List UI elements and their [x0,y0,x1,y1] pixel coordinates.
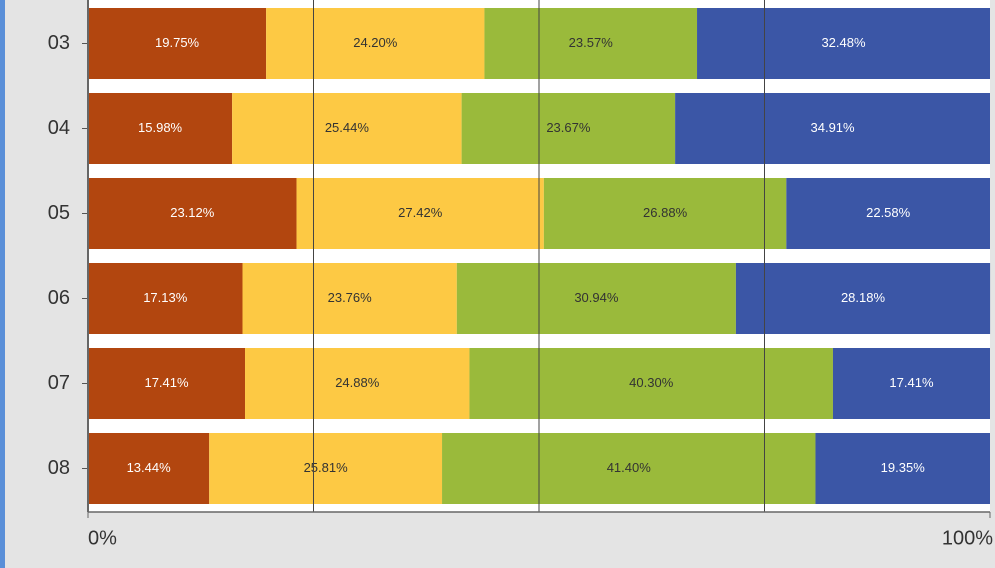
bar-segment [815,433,990,504]
value-label: 23.67% [546,120,591,135]
bar-segment [88,263,243,334]
value-label: 32.48% [821,35,866,50]
value-label: 23.76% [328,290,373,305]
bar-segment [543,178,787,249]
bar-segment [675,93,990,164]
value-label: 17.41% [144,375,189,390]
value-label: 17.41% [889,375,934,390]
bar-segment [232,93,462,164]
value-label: 15.98% [138,120,183,135]
bar-segment [832,348,990,419]
bar-segment [88,433,210,504]
bar-segment [735,263,991,334]
bar-segment [786,178,990,249]
value-label: 27.42% [398,205,443,220]
window-edge [0,0,5,568]
y-tick-label: 06 [48,287,70,309]
bar-segment [456,263,736,334]
value-label: 19.35% [881,460,926,475]
value-label: 30.94% [574,290,619,305]
value-label: 28.18% [841,290,886,305]
x-tick-label: 0% [88,527,117,549]
bar-segment [88,8,267,79]
x-tick-label: 100% [942,527,993,549]
bar-segment [245,348,470,419]
value-label: 34.91% [811,120,856,135]
value-label: 26.88% [643,205,688,220]
bar-segment [296,178,544,249]
bar-segment [469,348,833,419]
value-label: 23.12% [170,205,215,220]
value-label: 24.88% [335,375,380,390]
value-label: 17.13% [143,290,188,305]
bar-segment [461,93,676,164]
value-label: 22.58% [866,205,911,220]
bar-segment [88,348,246,419]
y-tick-label: 08 [48,457,70,479]
bar-segment [442,433,816,504]
value-label: 40.30% [629,375,674,390]
y-tick-label: 07 [48,372,70,394]
bar-segment [209,433,443,504]
bar-segment [697,8,990,79]
value-label: 41.40% [607,460,652,475]
y-tick-label: 03 [48,32,70,54]
y-tick-label: 05 [48,202,70,224]
bar-segment [88,93,233,164]
bar-segment [266,8,485,79]
value-label: 23.57% [569,35,614,50]
value-label: 24.20% [353,35,398,50]
value-label: 25.81% [304,460,349,475]
value-label: 25.44% [325,120,370,135]
y-tick-label: 04 [48,117,70,139]
value-label: 13.44% [127,460,172,475]
bar-segment [242,263,457,334]
bar-segment [88,178,297,249]
value-label: 19.75% [155,35,200,50]
bar-segment [484,8,698,79]
